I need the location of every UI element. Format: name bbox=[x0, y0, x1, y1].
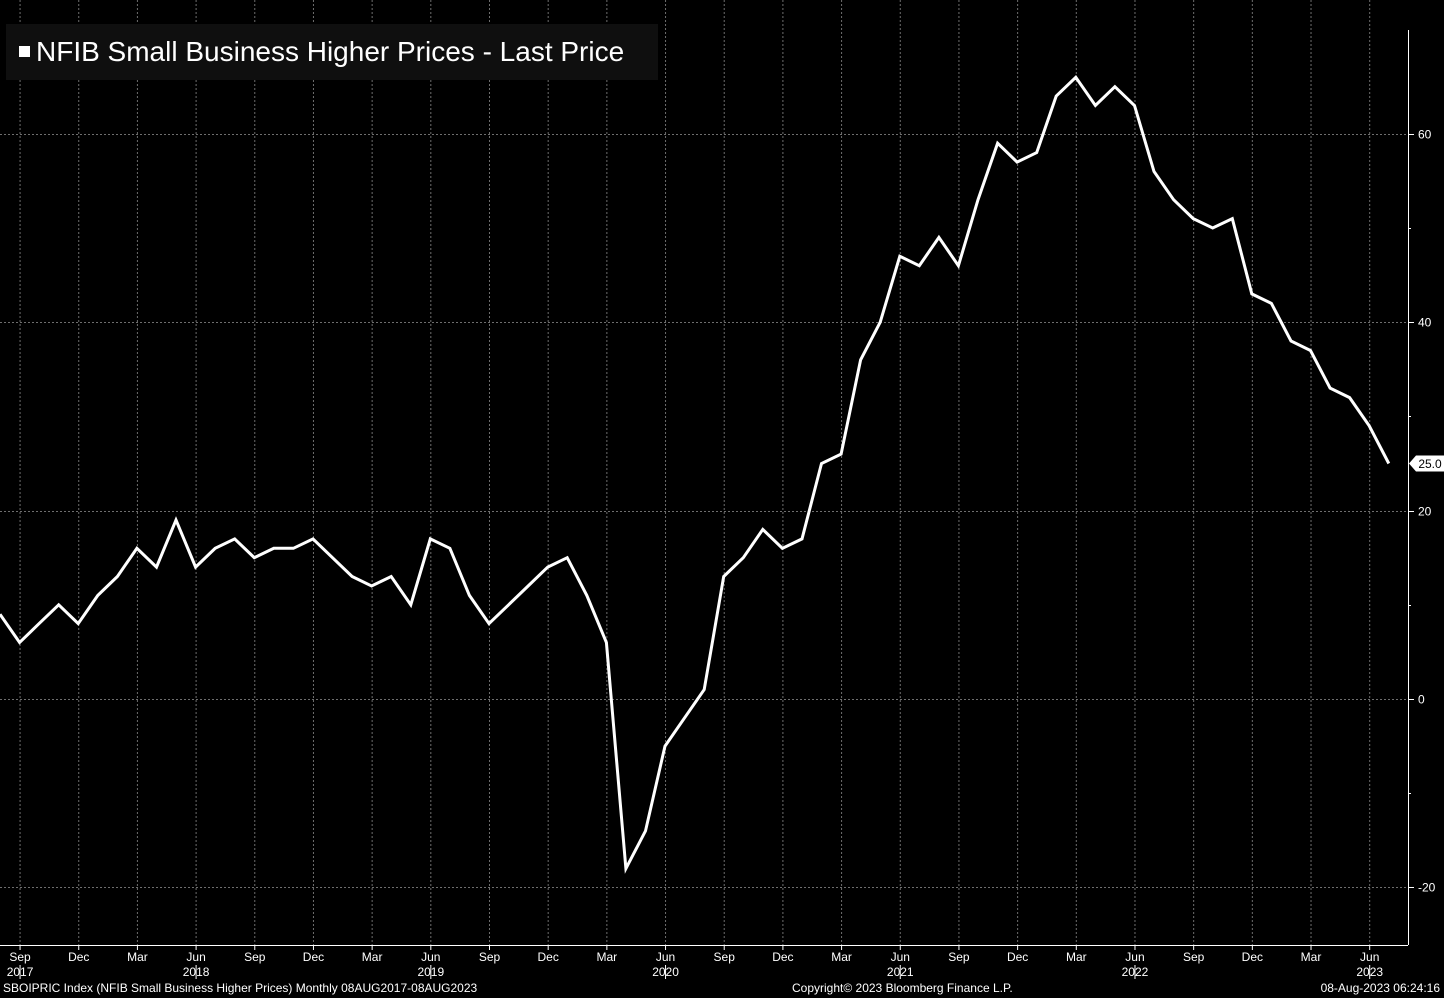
x-tick-label: Jun bbox=[1125, 950, 1144, 964]
x-tick-label: Jun bbox=[421, 950, 440, 964]
x-tick-label: Mar bbox=[597, 950, 618, 964]
legend-swatch-icon bbox=[19, 46, 30, 57]
x-year-label: 2019 bbox=[417, 965, 444, 979]
series-line bbox=[0, 75, 1391, 874]
x-tick-label: Sep bbox=[244, 950, 266, 964]
last-value-label: 25.0 bbox=[1418, 457, 1442, 471]
x-year-label: 2017 bbox=[7, 965, 34, 979]
x-tick-label: Mar bbox=[127, 950, 148, 964]
x-tick-label: Mar bbox=[831, 950, 852, 964]
x-tick-label: Dec bbox=[303, 950, 324, 964]
x-year-label: 2022 bbox=[1122, 965, 1149, 979]
x-tick-label: Dec bbox=[772, 950, 793, 964]
series-layer bbox=[0, 75, 1391, 874]
footer-timestamp: 08-Aug-2023 06:24:16 bbox=[1320, 981, 1440, 995]
x-tick-label: Dec bbox=[538, 950, 559, 964]
y-tick-label: 60 bbox=[1418, 128, 1432, 142]
x-tick-label: Dec bbox=[1242, 950, 1263, 964]
x-tick-label: Mar bbox=[362, 950, 383, 964]
x-tick-label: Sep bbox=[9, 950, 31, 964]
x-tick-label: Dec bbox=[68, 950, 89, 964]
legend-label: NFIB Small Business Higher Prices - Last… bbox=[36, 36, 625, 67]
x-tick-label: Jun bbox=[656, 950, 675, 964]
y-tick-label: 0 bbox=[1418, 693, 1425, 707]
axes bbox=[0, 30, 1414, 979]
footer-copyright: Copyright© 2023 Bloomberg Finance L.P. bbox=[792, 981, 1013, 995]
x-tick-label: Jun bbox=[186, 950, 205, 964]
x-tick-label: Dec bbox=[1007, 950, 1028, 964]
y-tick-label: -20 bbox=[1418, 881, 1436, 895]
grid-lines bbox=[0, 0, 1408, 945]
y-tick-label: 40 bbox=[1418, 316, 1432, 330]
x-year-label: 2020 bbox=[652, 965, 679, 979]
x-tick-label: Mar bbox=[1066, 950, 1087, 964]
x-tick-label: Sep bbox=[479, 950, 501, 964]
last-value-marker bbox=[1409, 455, 1444, 472]
x-tick-label: Sep bbox=[948, 950, 970, 964]
x-tick-label: Sep bbox=[1183, 950, 1205, 964]
legend: NFIB Small Business Higher Prices - Last… bbox=[6, 24, 658, 80]
footer-security-info: SBOIPRIC Index (NFIB Small Business High… bbox=[3, 981, 478, 995]
y-tick-label: 20 bbox=[1418, 505, 1432, 519]
x-year-label: 2021 bbox=[887, 965, 914, 979]
x-year-label: 2018 bbox=[183, 965, 210, 979]
x-tick-label: Jun bbox=[891, 950, 910, 964]
x-tick-label: Mar bbox=[1301, 950, 1322, 964]
x-tick-label: Sep bbox=[714, 950, 736, 964]
x-year-label: 2023 bbox=[1356, 965, 1383, 979]
x-tick-label: Jun bbox=[1360, 950, 1379, 964]
